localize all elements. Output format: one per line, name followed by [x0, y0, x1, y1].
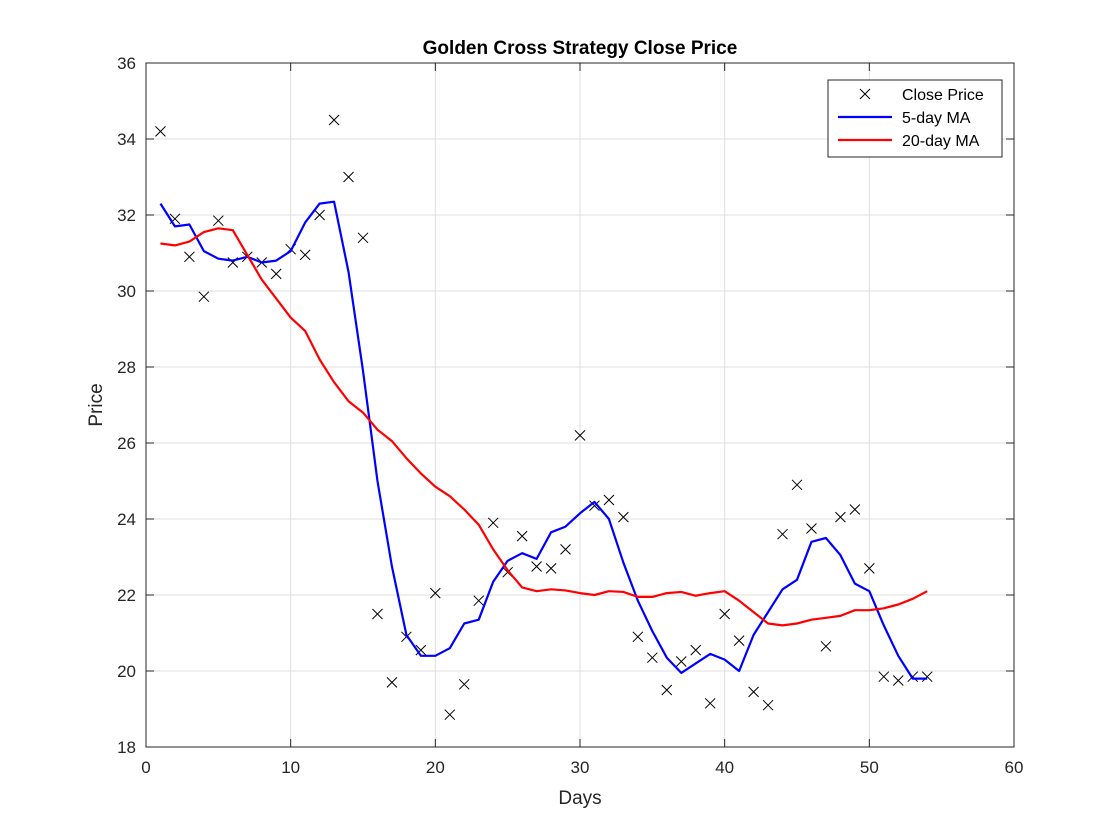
- series-layer: [155, 114, 933, 721]
- data-point: [892, 675, 904, 686]
- data-point: [791, 479, 803, 491]
- data-point: [531, 561, 542, 572]
- x-tick-label: 50: [860, 758, 879, 777]
- data-point: [487, 517, 499, 529]
- series-line: [160, 227, 928, 627]
- data-point: [473, 595, 485, 607]
- x-tick-label: 40: [715, 758, 734, 777]
- legend-item: 5-day MA: [838, 110, 971, 127]
- data-point: [719, 608, 731, 620]
- data-point: [863, 563, 875, 574]
- legend-item: Close Price: [859, 87, 984, 104]
- data-point: [777, 528, 788, 540]
- x-tick-label: 30: [571, 758, 590, 777]
- y-tick-label: 34: [117, 130, 136, 149]
- data-point: [704, 697, 716, 709]
- data-point: [661, 684, 673, 696]
- data-point: [675, 656, 687, 667]
- data-point: [429, 587, 441, 599]
- data-point: [444, 709, 456, 721]
- y-tick-label: 36: [117, 54, 136, 73]
- x-tick-label: 0: [141, 758, 150, 777]
- data-point: [748, 686, 759, 698]
- data-point: [690, 644, 702, 656]
- data-point: [415, 644, 427, 656]
- ticks: 0 10 20 30 40 50 60 18 20 22 24 26 28 30 32 34 36: [117, 54, 1023, 777]
- legend: Close Price 5-day MA 20-day MA: [827, 79, 1003, 158]
- x-tick-label: 10: [281, 758, 300, 777]
- legend-item: 20-day MA: [838, 133, 980, 150]
- data-point: [328, 114, 340, 126]
- series-line: [159, 200, 928, 680]
- data-point: [849, 504, 861, 515]
- data-point: [386, 677, 398, 688]
- data-point: [155, 126, 166, 137]
- data-point: [545, 563, 557, 574]
- data-point: [212, 215, 224, 227]
- data-point: [270, 268, 282, 280]
- legend-label: Close Price: [902, 87, 984, 104]
- data-point: [921, 671, 933, 683]
- data-point: [878, 671, 890, 683]
- data-point: [458, 678, 470, 690]
- data-point: [372, 608, 383, 620]
- legend-box: [827, 79, 1003, 158]
- x-tick-label: 60: [1005, 758, 1024, 777]
- legend-swatch: [859, 88, 871, 100]
- legend-items: Close Price 5-day MA 20-day MA: [838, 87, 984, 150]
- data-point: [632, 631, 644, 643]
- legend-label: 20-day MA: [902, 133, 980, 150]
- y-tick-label: 24: [117, 510, 136, 529]
- data-point: [314, 209, 325, 221]
- data-point: [806, 523, 817, 534]
- data-point: [299, 249, 311, 261]
- data-point: [198, 291, 210, 303]
- y-tick-label: 22: [117, 586, 136, 605]
- data-point: [343, 171, 354, 183]
- data-point: [603, 494, 615, 506]
- x-tick-label: 20: [426, 758, 445, 777]
- y-tick-label: 28: [117, 358, 136, 377]
- data-point: [646, 652, 658, 664]
- data-point: [516, 530, 528, 542]
- data-point: [835, 511, 846, 523]
- series-close-price: [155, 114, 933, 721]
- y-tick-label: 18: [117, 738, 136, 757]
- data-point: [574, 430, 586, 441]
- x-axis-label: Days: [558, 788, 601, 809]
- data-point: [618, 511, 629, 523]
- data-point: [762, 699, 774, 711]
- data-point: [820, 640, 832, 652]
- series-5-day-ma: [159, 200, 928, 680]
- data-point: [357, 232, 369, 244]
- y-axis-label: Price: [86, 383, 107, 426]
- y-tick-label: 20: [117, 662, 136, 681]
- data-point: [733, 635, 745, 646]
- chart-title: Golden Cross Strategy Close Price: [423, 38, 738, 59]
- data-point: [560, 544, 571, 555]
- series-20-day-ma: [160, 227, 928, 627]
- y-tick-label: 32: [117, 206, 136, 225]
- legend-label: 5-day MA: [902, 110, 971, 127]
- y-tick-label: 30: [117, 282, 136, 301]
- data-point: [184, 251, 195, 263]
- y-tick-label: 26: [117, 434, 136, 453]
- data-point: [589, 500, 600, 512]
